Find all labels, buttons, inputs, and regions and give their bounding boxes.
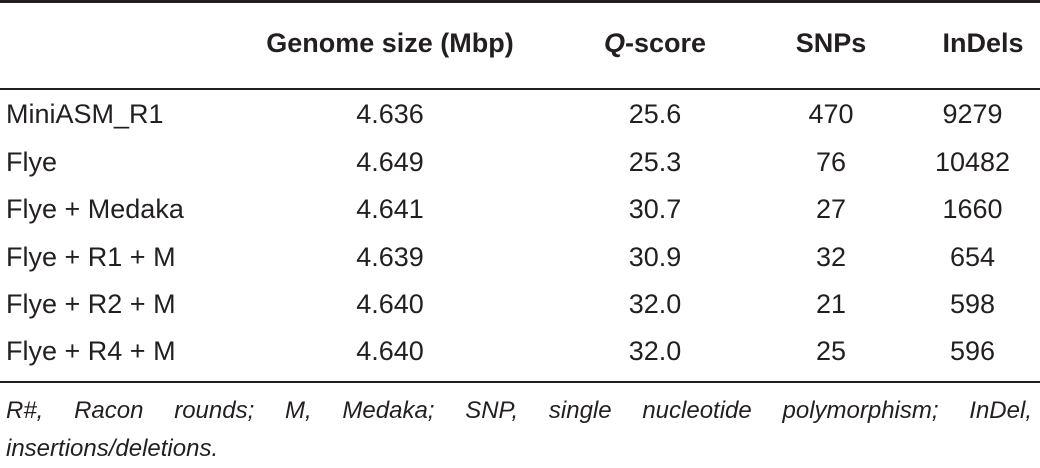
table-row: MiniASM_R1 4.636 25.6 470 9279 bbox=[0, 90, 1040, 138]
table-row: Flye + R1 + M 4.639 30.9 32 654 bbox=[0, 233, 1040, 281]
cell-assembly: Flye + Medaka bbox=[6, 194, 184, 224]
header-genome-size: Genome size (Mbp) bbox=[266, 28, 514, 58]
cell-indels: 1660 bbox=[942, 194, 1003, 224]
table-top-rule bbox=[0, 0, 1040, 3]
cell-snps: 27 bbox=[815, 194, 847, 224]
cell-indels: 598 bbox=[949, 289, 996, 319]
table-bottom-rule bbox=[0, 381, 1040, 383]
header-q-score: Q-score bbox=[575, 18, 735, 68]
table-row: Flye + Medaka 4.641 30.7 27 1660 bbox=[0, 185, 1040, 233]
header-indels: InDels bbox=[942, 28, 1024, 58]
cell-genome-size: 4.641 bbox=[356, 194, 424, 224]
cell-assembly: Flye bbox=[6, 147, 58, 177]
cell-q-score: 32.0 bbox=[628, 336, 682, 366]
table-row: Flye 4.649 25.3 76 10482 bbox=[0, 138, 1040, 186]
cell-indels: 596 bbox=[949, 336, 996, 366]
cell-genome-size: 4.649 bbox=[356, 147, 424, 177]
cell-snps: 25 bbox=[815, 336, 847, 366]
cell-q-score: 25.6 bbox=[628, 99, 682, 129]
cell-assembly: MiniASM_R1 bbox=[6, 99, 164, 129]
table-header-row: Genome size (Mbp) Q-score SNPs InDels bbox=[0, 18, 1040, 68]
table-footnote: R#, Racon rounds; M, Medaka; SNP, single… bbox=[6, 397, 1032, 462]
cell-q-score: 25.3 bbox=[628, 147, 682, 177]
cell-genome-size: 4.639 bbox=[356, 242, 424, 272]
table-row: Flye + R4 + M 4.640 32.0 25 596 bbox=[0, 327, 1040, 375]
cell-q-score: 30.7 bbox=[628, 194, 682, 224]
cell-genome-size: 4.636 bbox=[356, 99, 424, 129]
cell-assembly: Flye + R4 + M bbox=[6, 336, 176, 366]
cell-snps: 470 bbox=[808, 99, 854, 129]
cell-indels: 10482 bbox=[934, 147, 1011, 177]
table-row: Flye + R2 + M 4.640 32.0 21 598 bbox=[0, 280, 1040, 328]
header-snps: SNPs bbox=[795, 28, 867, 58]
cell-indels: 9279 bbox=[942, 99, 1003, 129]
cell-assembly: Flye + R1 + M bbox=[6, 242, 176, 272]
cell-assembly: Flye + R2 + M bbox=[6, 289, 176, 319]
cell-q-score: 32.0 bbox=[628, 289, 682, 319]
cell-indels: 654 bbox=[949, 242, 996, 272]
cell-genome-size: 4.640 bbox=[356, 289, 424, 319]
header-q-suffix: -score bbox=[624, 28, 707, 58]
cell-snps: 32 bbox=[815, 242, 847, 272]
cell-snps: 76 bbox=[815, 147, 847, 177]
cell-snps: 21 bbox=[815, 289, 847, 319]
header-q-letter: Q bbox=[603, 28, 625, 58]
cell-q-score: 30.9 bbox=[628, 242, 682, 272]
table-header-rule bbox=[0, 88, 1040, 90]
cell-genome-size: 4.640 bbox=[356, 336, 424, 366]
